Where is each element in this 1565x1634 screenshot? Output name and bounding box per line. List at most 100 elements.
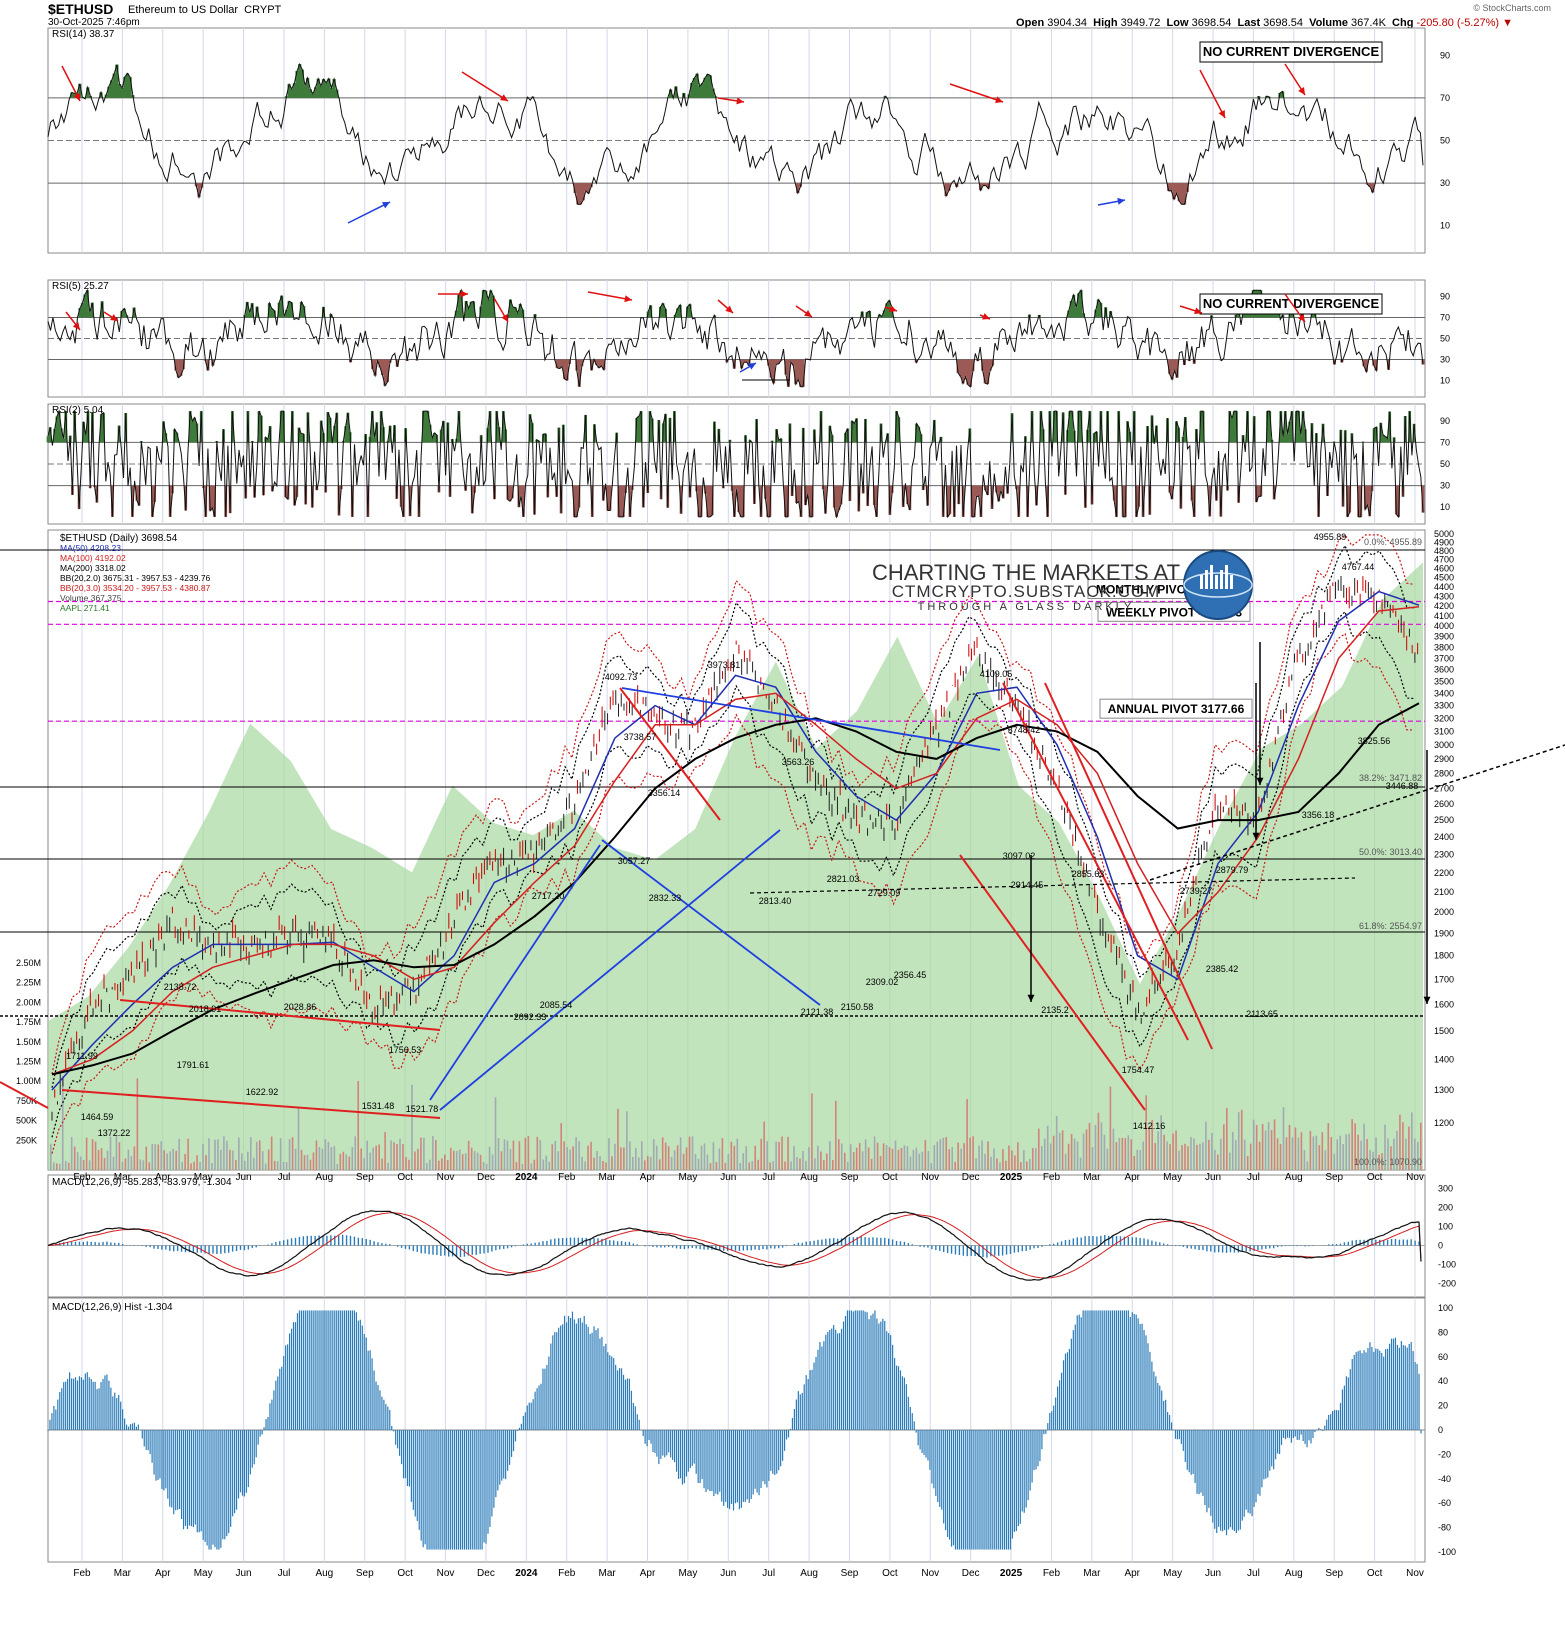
volume-bar xyxy=(855,1147,858,1170)
x-tick-label: Oct xyxy=(1367,1172,1383,1183)
volume-bar xyxy=(697,1158,700,1170)
macd-label: MACD(12,26,9) -85.283, -83.979, -1.304 xyxy=(52,1177,232,1188)
volume-bar xyxy=(888,1147,891,1170)
volume-bar xyxy=(1172,1133,1174,1170)
volume-bar xyxy=(545,1155,548,1170)
price-y-tick: 3600 xyxy=(1434,665,1454,675)
volume-bar xyxy=(975,1158,977,1170)
volume-bar xyxy=(1085,1129,1088,1170)
volume-bar xyxy=(1217,1154,1219,1170)
volume-bar xyxy=(608,1138,610,1170)
volume-bar xyxy=(652,1139,655,1170)
target-arrow-head xyxy=(1027,994,1035,1002)
hist-y-tick: 80 xyxy=(1438,1327,1448,1337)
volume-bar xyxy=(1220,1138,1222,1170)
volume-bar xyxy=(852,1152,855,1170)
volume-bar xyxy=(837,1138,840,1170)
volume-bar xyxy=(1372,1151,1374,1170)
volume-bar xyxy=(1351,1119,1353,1170)
volume-bar xyxy=(1109,1086,1112,1170)
macd-y-tick: -200 xyxy=(1438,1278,1456,1288)
volume-bar xyxy=(623,1147,625,1170)
rsi14-bearish-divergence-arrow xyxy=(1199,69,1226,119)
x-tick-label: Jun xyxy=(236,1172,252,1183)
volume-bar xyxy=(1243,1139,1246,1170)
annual-pivot-box xyxy=(1099,698,1253,719)
volume-bar xyxy=(503,1139,506,1170)
macd-y-tick: -100 xyxy=(1438,1259,1456,1269)
volume-bar xyxy=(539,1140,542,1170)
volume-bar xyxy=(1145,1095,1148,1170)
x-tick-label: Apr xyxy=(640,1568,656,1579)
volume-bar xyxy=(154,1144,157,1170)
price-annotation: 3057.27 xyxy=(618,856,651,866)
volume-bar xyxy=(897,1149,900,1170)
hist-y-tick: -80 xyxy=(1438,1523,1451,1533)
volume-bar xyxy=(175,1150,177,1170)
volume-bar xyxy=(208,1138,210,1170)
x-tick-label: Aug xyxy=(1285,1568,1303,1579)
volume-bar xyxy=(984,1153,986,1170)
volume-bar xyxy=(1211,1132,1213,1170)
volume-tick: 500K xyxy=(16,1116,37,1126)
volume-bar xyxy=(1058,1132,1061,1170)
volume-bar xyxy=(378,1144,380,1170)
volume-bar xyxy=(1205,1121,1207,1170)
blue-trendline xyxy=(429,844,601,1101)
x-tick-label: Mar xyxy=(599,1172,617,1183)
x-tick-label: Feb xyxy=(558,1568,576,1579)
volume-bar xyxy=(1226,1108,1228,1170)
x-tick-label: Jul xyxy=(278,1568,291,1579)
volume-bar xyxy=(357,1081,360,1170)
volume-bar xyxy=(91,1139,94,1170)
volume-bar xyxy=(611,1156,613,1170)
logo-candle xyxy=(1215,575,1218,589)
x-tick-label: May xyxy=(678,1568,697,1579)
price-y-tick: 4900 xyxy=(1434,537,1454,547)
down-arrow-icon: ▼ xyxy=(1502,17,1513,29)
chg-label: Chg xyxy=(1392,17,1414,29)
volume-bar xyxy=(649,1156,652,1170)
ma100-line xyxy=(51,606,1420,1076)
volume-bar xyxy=(1023,1149,1025,1170)
volume-bar xyxy=(82,1160,85,1170)
volume-bar xyxy=(930,1163,933,1170)
x-tick-label: Feb xyxy=(73,1172,91,1183)
x-tick-label: Jul xyxy=(1247,1172,1260,1183)
volume-bar xyxy=(727,1154,730,1170)
volume-bar xyxy=(1339,1135,1342,1170)
volume-bar xyxy=(318,1146,321,1170)
volume-bar xyxy=(509,1149,512,1170)
volume-bar xyxy=(1264,1130,1267,1170)
volume-bar xyxy=(542,1159,545,1170)
volume-bar xyxy=(1046,1125,1049,1170)
volume-tick: 1.25M xyxy=(16,1057,41,1067)
volume-bar xyxy=(1369,1150,1371,1170)
price-annotation: 1521.78 xyxy=(406,1104,439,1114)
x-tick-label: Mar xyxy=(1083,1172,1101,1183)
volume-bar xyxy=(870,1158,873,1170)
volume-bar xyxy=(1124,1138,1127,1170)
volume-bar xyxy=(196,1155,198,1170)
volume-bar xyxy=(73,1146,76,1170)
volume-bar xyxy=(936,1141,939,1170)
volume-bar xyxy=(244,1160,246,1170)
volume-bar xyxy=(1073,1138,1076,1170)
x-tick-label: Apr xyxy=(1124,1568,1140,1579)
volume-bar xyxy=(730,1141,733,1170)
volume-bar xyxy=(990,1156,992,1170)
volume-bar xyxy=(790,1161,792,1170)
volume-bar xyxy=(70,1136,73,1170)
rsi14-bearish-divergence-arrow-head xyxy=(73,93,80,101)
hist-y-tick: 20 xyxy=(1438,1401,1448,1411)
volume-bar xyxy=(1324,1150,1327,1170)
volume-bar xyxy=(1115,1142,1118,1170)
volume-bar xyxy=(1079,1157,1082,1170)
volume-bar xyxy=(1026,1161,1028,1170)
open-value: 3904.34 xyxy=(1047,17,1087,29)
volume-bar xyxy=(1285,1137,1288,1170)
volume-bar xyxy=(960,1148,962,1170)
volume-bar xyxy=(1076,1141,1079,1170)
volume-tick: 2.50M xyxy=(16,958,41,968)
price-y-tick: 3700 xyxy=(1434,653,1454,663)
